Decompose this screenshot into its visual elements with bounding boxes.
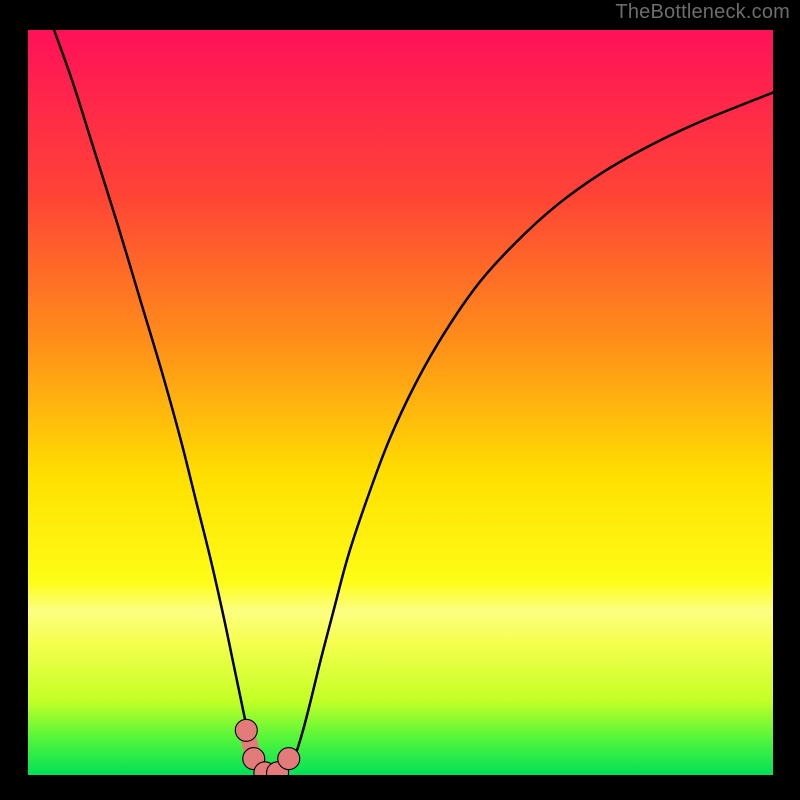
plot-area bbox=[28, 30, 773, 775]
watermark-text: TheBottleneck.com bbox=[615, 1, 790, 24]
chart-frame: TheBottleneck.com bbox=[0, 0, 800, 800]
gradient-background bbox=[28, 30, 773, 775]
plot-svg bbox=[28, 30, 773, 775]
marker-dot bbox=[235, 719, 257, 741]
marker-dot bbox=[278, 748, 300, 770]
